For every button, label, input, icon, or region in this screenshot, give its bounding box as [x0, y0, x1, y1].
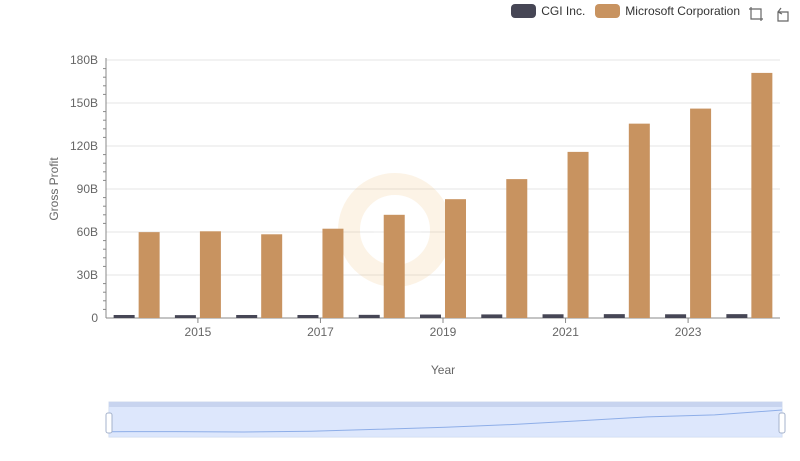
bar: [628, 123, 650, 318]
y-axis-title: Gross Profit: [47, 157, 61, 221]
toolbox: [748, 6, 790, 22]
bars: [113, 72, 773, 319]
x-tick-label: 2021: [552, 325, 579, 339]
bar: [481, 314, 503, 318]
legend-swatch-cgi: [511, 4, 537, 18]
bar: [726, 314, 748, 318]
bar: [751, 72, 773, 319]
x-tick-label: 2017: [307, 325, 334, 339]
bar: [322, 228, 344, 318]
bar: [113, 314, 135, 318]
y-tick-label: 0: [91, 311, 98, 325]
x-tick-label: 2023: [675, 325, 702, 339]
y-tick-label: 90B: [77, 182, 98, 196]
x-tick-label: 2015: [185, 325, 212, 339]
zoom-selection: [109, 406, 782, 437]
restore-icon[interactable]: [774, 6, 790, 22]
zoom-handle-right: [778, 412, 786, 434]
bar: [236, 314, 258, 318]
bar: [261, 234, 283, 318]
legend: CGI Inc. Microsoft Corporation: [511, 4, 740, 18]
zoom-preview-line: [108, 409, 783, 433]
bar: [383, 214, 405, 318]
legend-item-cgi[interactable]: CGI Inc.: [511, 4, 585, 18]
y-tick-label: 120B: [70, 139, 98, 153]
x-tick-label: 2019: [430, 325, 457, 339]
bar: [603, 314, 625, 318]
legend-label-microsoft: Microsoft Corporation: [625, 4, 740, 18]
legend-label-cgi: CGI Inc.: [541, 4, 586, 18]
y-axis: 0 30B 60B 90B 120B 150B 180B: [70, 53, 107, 325]
x-axis: 2015 2017 2019 2021 2023: [106, 317, 780, 339]
legend-swatch-microsoft: [595, 4, 621, 18]
bar: [567, 151, 589, 318]
y-tick-label: 60B: [77, 225, 98, 239]
zoom-top-bar: [109, 402, 782, 407]
legend-item-microsoft[interactable]: Microsoft Corporation: [595, 4, 740, 18]
bar: [420, 314, 441, 318]
bar: [690, 108, 712, 318]
x-axis-title: Year: [431, 363, 455, 377]
y-tick-label: 30B: [77, 268, 98, 282]
bar: [297, 314, 319, 318]
data-zoom-slider[interactable]: [105, 401, 786, 438]
bar: [358, 314, 380, 318]
zoom-icon[interactable]: [748, 6, 764, 22]
y-tick-label: 150B: [70, 96, 98, 110]
bar: [506, 179, 528, 318]
bar: [665, 314, 687, 318]
bar: [445, 199, 466, 318]
bar: [542, 314, 564, 318]
bar: [199, 231, 221, 318]
zoom-handle-left: [105, 412, 113, 434]
bar: [174, 315, 196, 318]
bar: [138, 232, 160, 318]
y-tick-label: 180B: [70, 53, 98, 67]
